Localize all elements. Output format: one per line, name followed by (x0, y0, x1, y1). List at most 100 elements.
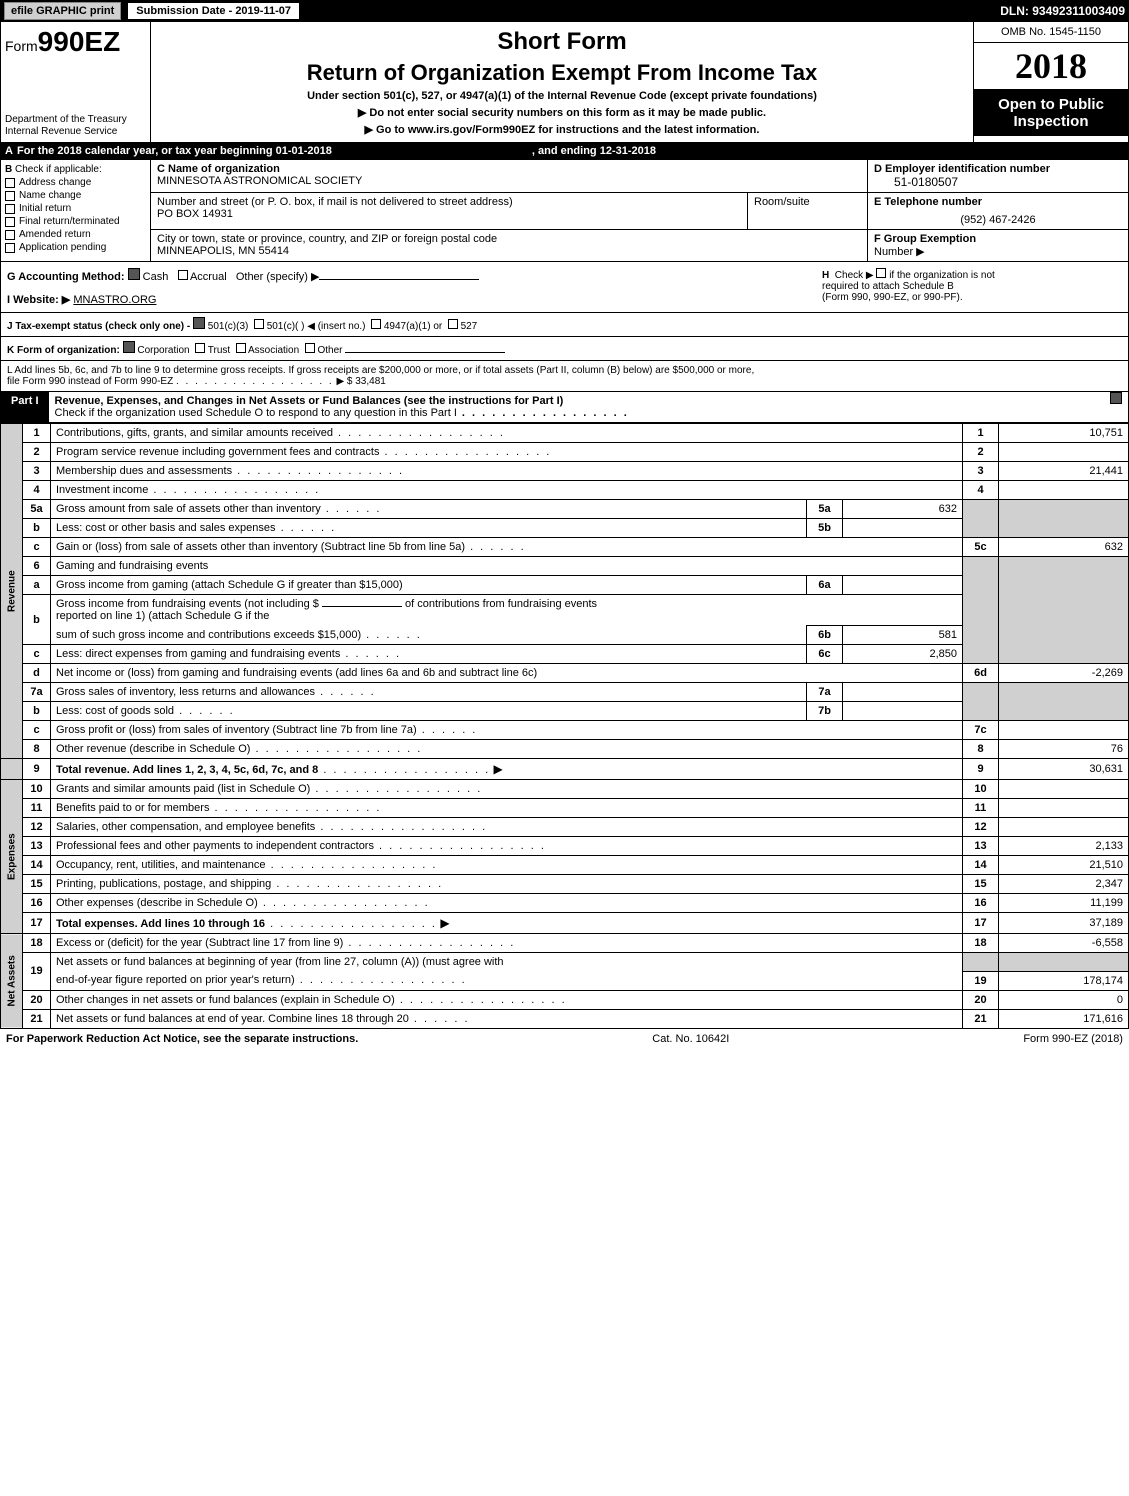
l6b-desc2: sum of such gross income and contributio… (51, 626, 807, 645)
l18-boxnum: 18 (963, 934, 999, 953)
l7b-mininum: 7b (807, 702, 843, 721)
l6c-mininum: 6c (807, 645, 843, 664)
l8-desc: Other revenue (describe in Schedule O) (51, 740, 963, 759)
l14-boxnum: 14 (963, 856, 999, 875)
l17-dots (265, 918, 437, 930)
l19-shaded-val (999, 953, 1129, 972)
section-f: F Group Exemption Number ▶ (868, 230, 1128, 261)
checkbox-other-org[interactable] (305, 343, 315, 353)
section-i: I Website: ▶ MNASTRO.ORG (7, 293, 822, 306)
l6c-minival: 2,850 (843, 645, 963, 664)
address-change-label: Address change (19, 177, 91, 188)
l6b-dots (361, 629, 422, 641)
checkbox-final-return[interactable] (5, 217, 15, 227)
checkbox-trust[interactable] (195, 343, 205, 353)
f-label2: Number ▶ (874, 246, 925, 258)
checkbox-app-pending[interactable] (5, 243, 15, 253)
l-text1: L Add lines 5b, 6c, and 7b to line 9 to … (7, 365, 754, 376)
checkbox-amended[interactable] (5, 230, 15, 240)
open-to-public: Open to Public Inspection (974, 90, 1128, 136)
cash-label: Cash (143, 271, 169, 283)
k-other-input[interactable] (345, 352, 505, 353)
l5a-mininum: 5a (807, 500, 843, 519)
l5c-num: c (23, 538, 51, 557)
checkbox-527[interactable] (448, 319, 458, 329)
h-text1: if the organization is not (889, 270, 995, 281)
k-other: Other (317, 345, 342, 356)
line-19-2: end-of-year figure reported on prior yea… (1, 971, 1129, 990)
l7c-desc: Gross profit or (loss) from sales of inv… (51, 721, 963, 740)
l7a-desc: Gross sales of inventory, less returns a… (51, 683, 807, 702)
l15-boxnum: 15 (963, 875, 999, 894)
l6a-num: a (23, 576, 51, 595)
checkbox-501c3[interactable] (193, 317, 205, 329)
l6b-amount-input[interactable] (322, 606, 402, 607)
l14-num: 14 (23, 856, 51, 875)
section-c-to-f: C Name of organization MINNESOTA ASTRONO… (151, 160, 1128, 261)
checkbox-address-change[interactable] (5, 178, 15, 188)
line-16: 16 Other expenses (describe in Schedule … (1, 894, 1129, 913)
l5a-desc-text: Gross amount from sale of assets other t… (56, 503, 321, 515)
checkbox-501c[interactable] (254, 319, 264, 329)
l10-boxnum: 10 (963, 780, 999, 799)
l7b-num: b (23, 702, 51, 721)
l16-dots (258, 897, 430, 909)
checkbox-accrual[interactable] (178, 270, 188, 280)
section-d: D Employer identification number 51-0180… (868, 160, 1128, 192)
checkbox-cash[interactable] (128, 268, 140, 280)
line-6b-1: b Gross income from fundraising events (… (1, 595, 1129, 626)
l21-desc: Net assets or fund balances at end of ye… (51, 1009, 963, 1028)
l7b-minival (843, 702, 963, 721)
l14-value: 21,510 (999, 856, 1129, 875)
open-public-1: Open to Public (976, 96, 1126, 113)
l10-dots (310, 783, 482, 795)
l10-desc: Grants and similar amounts paid (list in… (51, 780, 963, 799)
other-label: Other (specify) ▶ (236, 271, 320, 283)
l3-desc: Membership dues and assessments (51, 462, 963, 481)
l13-num: 13 (23, 837, 51, 856)
l3-boxnum: 3 (963, 462, 999, 481)
j-opt2: 501(c)( ) ◀ (insert no.) (267, 321, 366, 332)
l7c-desc-text: Gross profit or (loss) from sales of inv… (56, 724, 417, 736)
checkbox-schedule-o[interactable] (1110, 392, 1122, 404)
lines-table: Revenue 1 Contributions, gifts, grants, … (0, 423, 1129, 1029)
l11-dots (209, 802, 381, 814)
l13-desc-text: Professional fees and other payments to … (56, 840, 374, 852)
l5b-mininum: 5b (807, 519, 843, 538)
checkbox-h[interactable] (876, 268, 886, 278)
k-corp: Corporation (137, 345, 189, 356)
l4-dots (148, 484, 320, 496)
part-1-title: Revenue, Expenses, and Changes in Net As… (49, 392, 1104, 422)
j-opt1: 501(c)(3) (208, 321, 249, 332)
line-6: 6 Gaming and fundraising events (1, 557, 1129, 576)
l-text2: file Form 990 instead of Form 990-EZ (7, 376, 173, 387)
checkbox-name-change[interactable] (5, 191, 15, 201)
l10-desc-text: Grants and similar amounts paid (list in… (56, 783, 310, 795)
other-specify-input[interactable] (319, 279, 479, 280)
l17-num: 17 (23, 913, 51, 934)
l11-num: 11 (23, 799, 51, 818)
dept-line2: Internal Revenue Service (5, 126, 146, 138)
l6a-mininum: 6a (807, 576, 843, 595)
checkbox-corp[interactable] (123, 341, 135, 353)
l20-boxnum: 20 (963, 990, 999, 1009)
checkbox-4947[interactable] (371, 319, 381, 329)
l7c-dots (417, 724, 478, 736)
l20-desc: Other changes in net assets or fund bala… (51, 990, 963, 1009)
l6b-num: b (23, 595, 51, 645)
telephone-value: (952) 467-2426 (874, 208, 1122, 226)
website-link[interactable]: MNASTRO.ORG (73, 294, 156, 306)
l6c-dots (340, 648, 401, 660)
l8-value: 76 (999, 740, 1129, 759)
label-b: B (5, 164, 12, 175)
efile-print-button[interactable]: efile GRAPHIC print (4, 2, 121, 20)
line-17: 17 Total expenses. Add lines 10 through … (1, 913, 1129, 934)
checkbox-assoc[interactable] (236, 343, 246, 353)
line-4: 4 Investment income 4 (1, 481, 1129, 500)
room-suite: Room/suite (748, 193, 868, 229)
l1-desc: Contributions, gifts, grants, and simila… (51, 424, 963, 443)
l7a-desc-text: Gross sales of inventory, less returns a… (56, 686, 315, 698)
checkbox-initial-return[interactable] (5, 204, 15, 214)
l14-desc: Occupancy, rent, utilities, and maintena… (51, 856, 963, 875)
l20-dots (395, 994, 567, 1006)
